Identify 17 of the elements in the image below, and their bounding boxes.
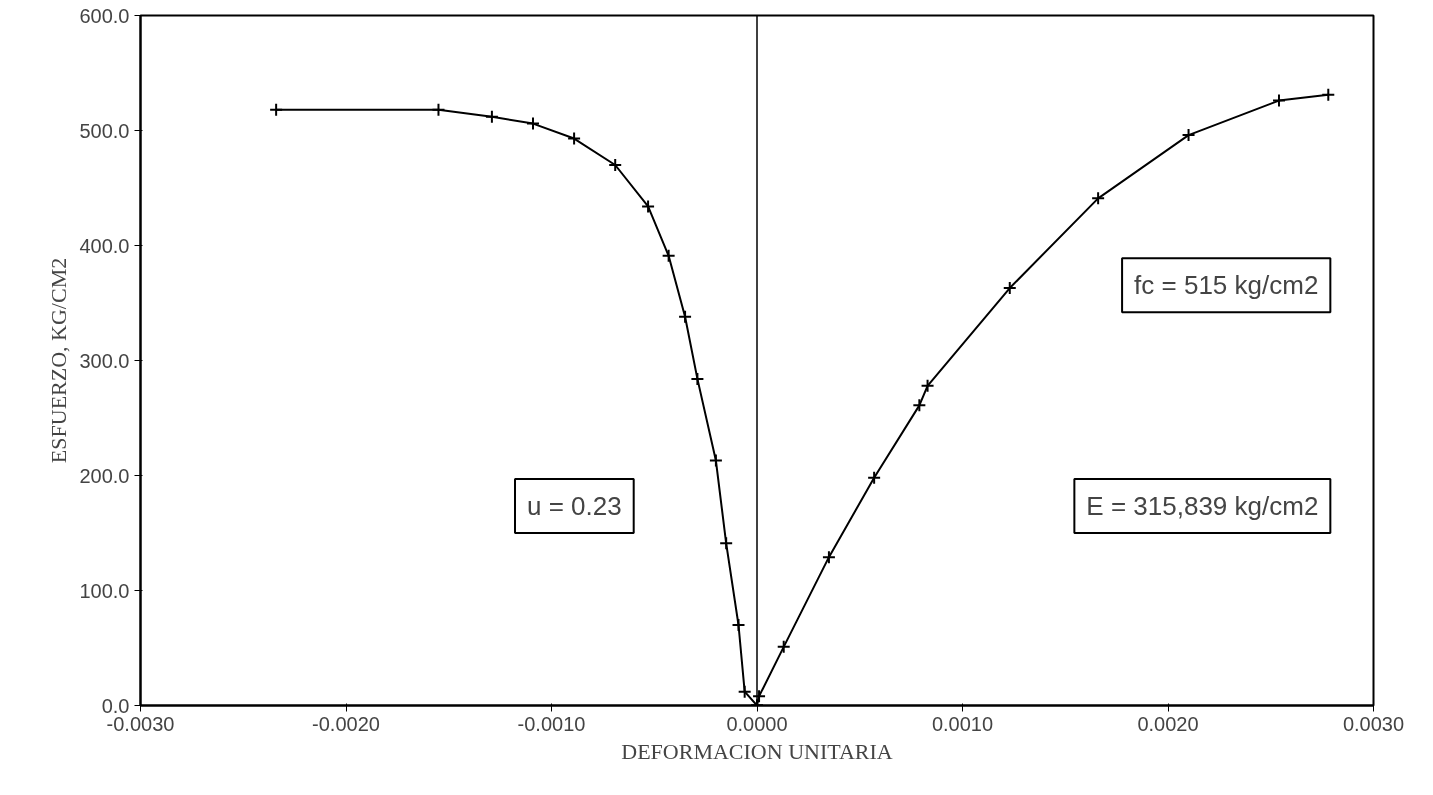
annotation: E = 315,839 kg/cm2 (1086, 491, 1319, 521)
y-tick-label: 100.0 (79, 579, 130, 602)
y-tick-label: 400.0 (79, 234, 130, 257)
annotation: fc = 515 kg/cm2 (1134, 270, 1319, 301)
x-tick-label: 0.0000 (726, 712, 788, 735)
y-axis-title: ESFUERZO, KG/CM2 (46, 257, 72, 464)
y-tick-label: 600.0 (79, 4, 130, 27)
y-tick-label: 300.0 (79, 349, 130, 372)
annotation: u = 0.23 (527, 491, 622, 521)
x-tick-label: -0.0020 (312, 712, 380, 735)
x-axis-title: DEFORMACION UNITARIA (621, 738, 893, 764)
x-tick-label: 0.0020 (1137, 712, 1199, 735)
x-tick-label: -0.0010 (517, 712, 586, 735)
x-tick-label: 0.0010 (931, 712, 994, 735)
y-tick-label: 200.0 (79, 464, 130, 487)
x-tick-label: 0.0030 (1342, 712, 1405, 735)
y-tick-label: 500.0 (79, 119, 130, 142)
